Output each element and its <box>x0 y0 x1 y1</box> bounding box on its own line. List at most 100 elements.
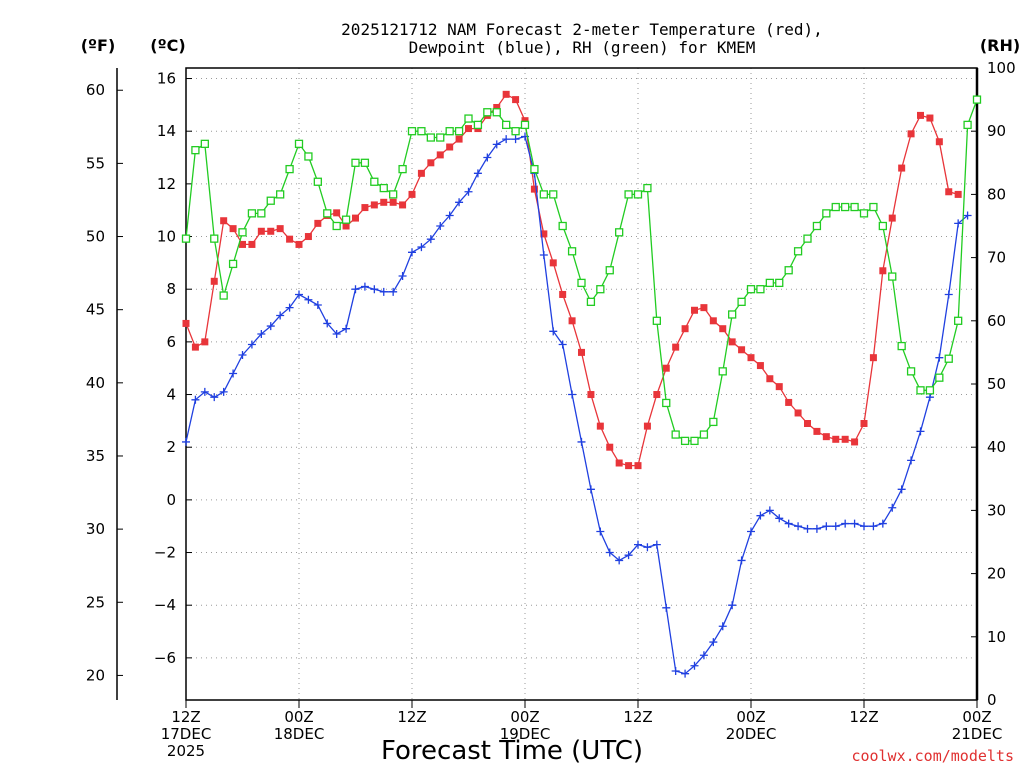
temperature-point <box>521 117 529 125</box>
chart-title-line-2: Dewpoint (blue), RH (green) for KMEM <box>409 38 756 57</box>
dewpoint-point <box>285 303 294 312</box>
x-tick-label: 21DEC <box>952 725 1003 743</box>
rh-point <box>228 259 238 269</box>
temperature-point <box>436 151 444 159</box>
x-tick-label: 19DEC <box>500 725 551 743</box>
dewpoint-point <box>699 651 708 660</box>
rh-point <box>379 183 388 193</box>
temperature-point <box>295 240 303 248</box>
labels-layer: 1614121086420−2−4−612Z17DEC202500Z18DEC1… <box>86 59 1016 760</box>
x-tick-label: 17DEC <box>161 725 212 743</box>
temperature-point <box>587 391 595 399</box>
temperature-point <box>229 225 237 233</box>
temperature-point <box>785 398 793 406</box>
temperature-point <box>709 317 717 325</box>
rh-point <box>586 297 596 306</box>
rh-point <box>699 430 709 439</box>
temperature-point <box>455 135 463 143</box>
rh-point <box>615 228 624 237</box>
dewpoint-point <box>775 514 784 523</box>
dewpoint-point <box>266 322 275 331</box>
x-tick-label: 12Z <box>849 708 878 726</box>
dewpoint-point <box>794 522 803 531</box>
dewpoint-point <box>332 329 341 338</box>
rh-point <box>502 120 511 130</box>
rh-point <box>793 247 803 256</box>
rh-point <box>257 209 266 218</box>
rh-tick-label: 70 <box>987 249 1006 267</box>
dewpoint-point <box>539 250 548 259</box>
rh-point <box>360 158 370 167</box>
rh-point <box>878 221 887 231</box>
dewpoint-point <box>304 295 313 304</box>
rh-point <box>332 221 341 231</box>
temperature-point <box>794 409 802 417</box>
temperature-point <box>691 306 698 314</box>
temperature-point <box>860 420 868 427</box>
source-credit: coolwx.com/modelts <box>851 747 1014 765</box>
x-tick-label: 20DEC <box>726 725 777 743</box>
rh-tick-label: 100 <box>987 59 1016 77</box>
rh-point <box>831 202 840 212</box>
dewpoint-point <box>398 272 407 281</box>
rh-point <box>944 354 953 363</box>
rh-point <box>954 316 963 325</box>
rh-point <box>181 234 191 243</box>
temperature-point <box>342 222 350 230</box>
rh-point <box>567 247 577 256</box>
temperature-point <box>832 435 840 443</box>
temperature-point <box>935 138 943 146</box>
dewpoint-point <box>455 198 464 207</box>
celsius-tick-label: 6 <box>166 333 176 351</box>
dewpoint-point <box>342 324 351 333</box>
rh-point <box>859 209 869 218</box>
temperature-point <box>333 209 341 217</box>
temperature-point <box>766 375 774 383</box>
dewpoint-point <box>577 437 586 446</box>
rh-point <box>624 190 633 199</box>
temperature-point <box>314 219 322 227</box>
dewpoint-point <box>276 311 285 320</box>
x-tick-label: 12Z <box>623 708 652 726</box>
temperature-point <box>530 185 538 193</box>
x-axis-title: Forecast Time (UTC) <box>381 736 643 766</box>
x-tick-label: 12Z <box>397 708 426 726</box>
dewpoint-point <box>718 622 727 631</box>
dewpoint-point <box>445 211 454 220</box>
temperature-point <box>578 348 585 356</box>
temperature-point <box>747 354 755 362</box>
rh-point <box>869 202 878 212</box>
rh-point <box>803 234 812 243</box>
temperature-point <box>945 188 953 196</box>
x-tick-label: 00Z <box>736 708 765 726</box>
rh-point <box>445 127 454 136</box>
rh-point <box>436 133 445 142</box>
dewpoint-point <box>549 327 558 336</box>
x-tick-label: 2025 <box>167 742 205 760</box>
rh-point <box>398 164 407 174</box>
rh-point <box>200 139 209 148</box>
temperature-point <box>210 277 218 285</box>
rh-point <box>812 221 822 231</box>
temperature-point <box>615 459 623 467</box>
rh-point <box>671 430 680 439</box>
temperature-point <box>804 420 811 427</box>
dewpoint-point <box>747 527 755 536</box>
rh-series <box>181 95 982 446</box>
celsius-tick-label: 10 <box>157 228 176 246</box>
fahrenheit-tick-label: 45 <box>86 301 105 319</box>
rh-point <box>323 209 332 218</box>
rh-point <box>633 190 643 199</box>
temperature-point <box>625 462 633 470</box>
celsius-tick-label: 0 <box>166 491 176 509</box>
dewpoint-point <box>822 522 831 531</box>
temperature-point <box>672 343 680 351</box>
temperature-point <box>446 143 454 151</box>
celsius-tick-label: 2 <box>166 438 176 456</box>
temperature-point <box>719 325 727 333</box>
dewpoint-point <box>624 551 633 560</box>
rh-tick-label: 90 <box>987 122 1006 140</box>
dewpoint-point <box>765 506 774 515</box>
dewpoint-point <box>247 340 256 349</box>
rh-point <box>709 417 718 427</box>
